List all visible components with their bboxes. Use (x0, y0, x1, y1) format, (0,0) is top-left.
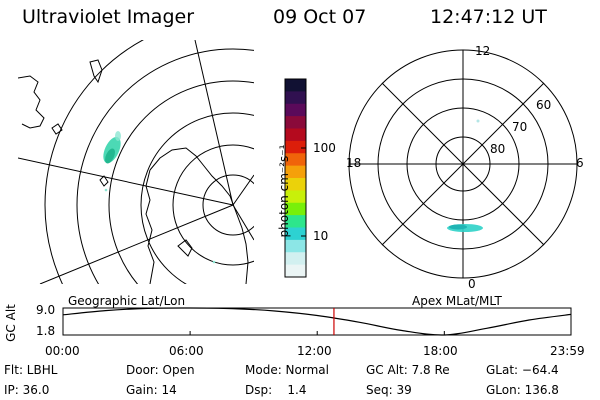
colorbar-cell (285, 178, 306, 191)
colorbar-cell (285, 79, 306, 92)
colorbar-unit-label: photon cm⁻²s⁻¹ (277, 144, 291, 238)
alt-ytick-bottom: 1.8 (36, 324, 56, 338)
alt-ylabel: GC Alt (3, 304, 18, 342)
alt-xtick-2: 12:00 (297, 344, 332, 358)
altitude-series-line (62, 307, 572, 336)
info-ip: IP: 36.0 (4, 383, 50, 397)
mlat-label-70: 70 (512, 120, 528, 134)
colorbar-cell (285, 140, 306, 154)
instrument-title: Ultraviolet Imager (22, 6, 195, 28)
longitude-grid (18, 40, 254, 284)
colorbar-cell (285, 165, 306, 179)
colorbar-tick-100: 100 (313, 141, 336, 155)
info-glon: GLon: 136.8 (486, 383, 559, 397)
info-gcalt: GC Alt: 7.8 Re (366, 363, 450, 377)
time-text: 12:47:12 UT (430, 6, 547, 28)
aurora-emission-geo (103, 131, 216, 264)
colorbar-cell (285, 116, 306, 130)
colorbar-cell (285, 103, 306, 117)
info-door: Door: Open (126, 363, 195, 377)
mlt-label-6: 6 (576, 156, 584, 170)
colorbar-cell (285, 252, 306, 266)
colorbar-cell (285, 202, 306, 216)
alt-xtick-0: 00:00 (45, 344, 80, 358)
mlt-label-18: 18 (346, 156, 362, 170)
alt-xtick-1: 06:00 (169, 344, 204, 358)
colorbar-cell (285, 153, 306, 167)
colorbar-cell (285, 215, 306, 229)
alt-xtick-4: 23:59 (550, 344, 585, 358)
coastline (18, 59, 249, 284)
altitude-plot (62, 307, 572, 336)
mlt-grid (349, 50, 577, 278)
info-gain: Gain: 14 (126, 383, 177, 397)
info-mode: Mode: Normal (245, 363, 329, 377)
geographic-map-panel (18, 40, 254, 284)
colorbar-tick-10: 10 (313, 229, 329, 243)
mlat-label-80: 80 (490, 142, 506, 156)
mlt-label-0: 0 (468, 277, 476, 291)
colorbar-cell (285, 239, 306, 253)
alt-xticks-marks (62, 331, 572, 335)
info-dsp: Dsp: 1.4 (245, 383, 307, 397)
colorbar-cell (285, 264, 306, 278)
colorbar-cell (285, 227, 306, 241)
mlat-label-60: 60 (536, 98, 552, 112)
mlt-label-12: 12 (475, 44, 491, 58)
alt-ytick-top: 9.0 (36, 303, 56, 317)
colorbar-cell (285, 91, 306, 105)
latitude-grid (44, 40, 254, 284)
colorbar (284, 78, 307, 278)
apex-panel-title: Apex MLat/MLT (412, 294, 502, 308)
apex-polar-panel (348, 49, 578, 279)
info-seq: Seq: 39 (366, 383, 412, 397)
aurora-emission-apex (447, 119, 483, 232)
geo-panel-title: Geographic Lat/Lon (68, 294, 186, 308)
alt-xtick-3: 18:00 (423, 344, 458, 358)
date-text: 09 Oct 07 (273, 6, 367, 28)
colorbar-cell (285, 190, 306, 204)
colorbar-cell (285, 128, 306, 142)
info-flt: Flt: LBHL (4, 363, 58, 377)
info-glat: GLat: −64.4 (486, 363, 559, 377)
